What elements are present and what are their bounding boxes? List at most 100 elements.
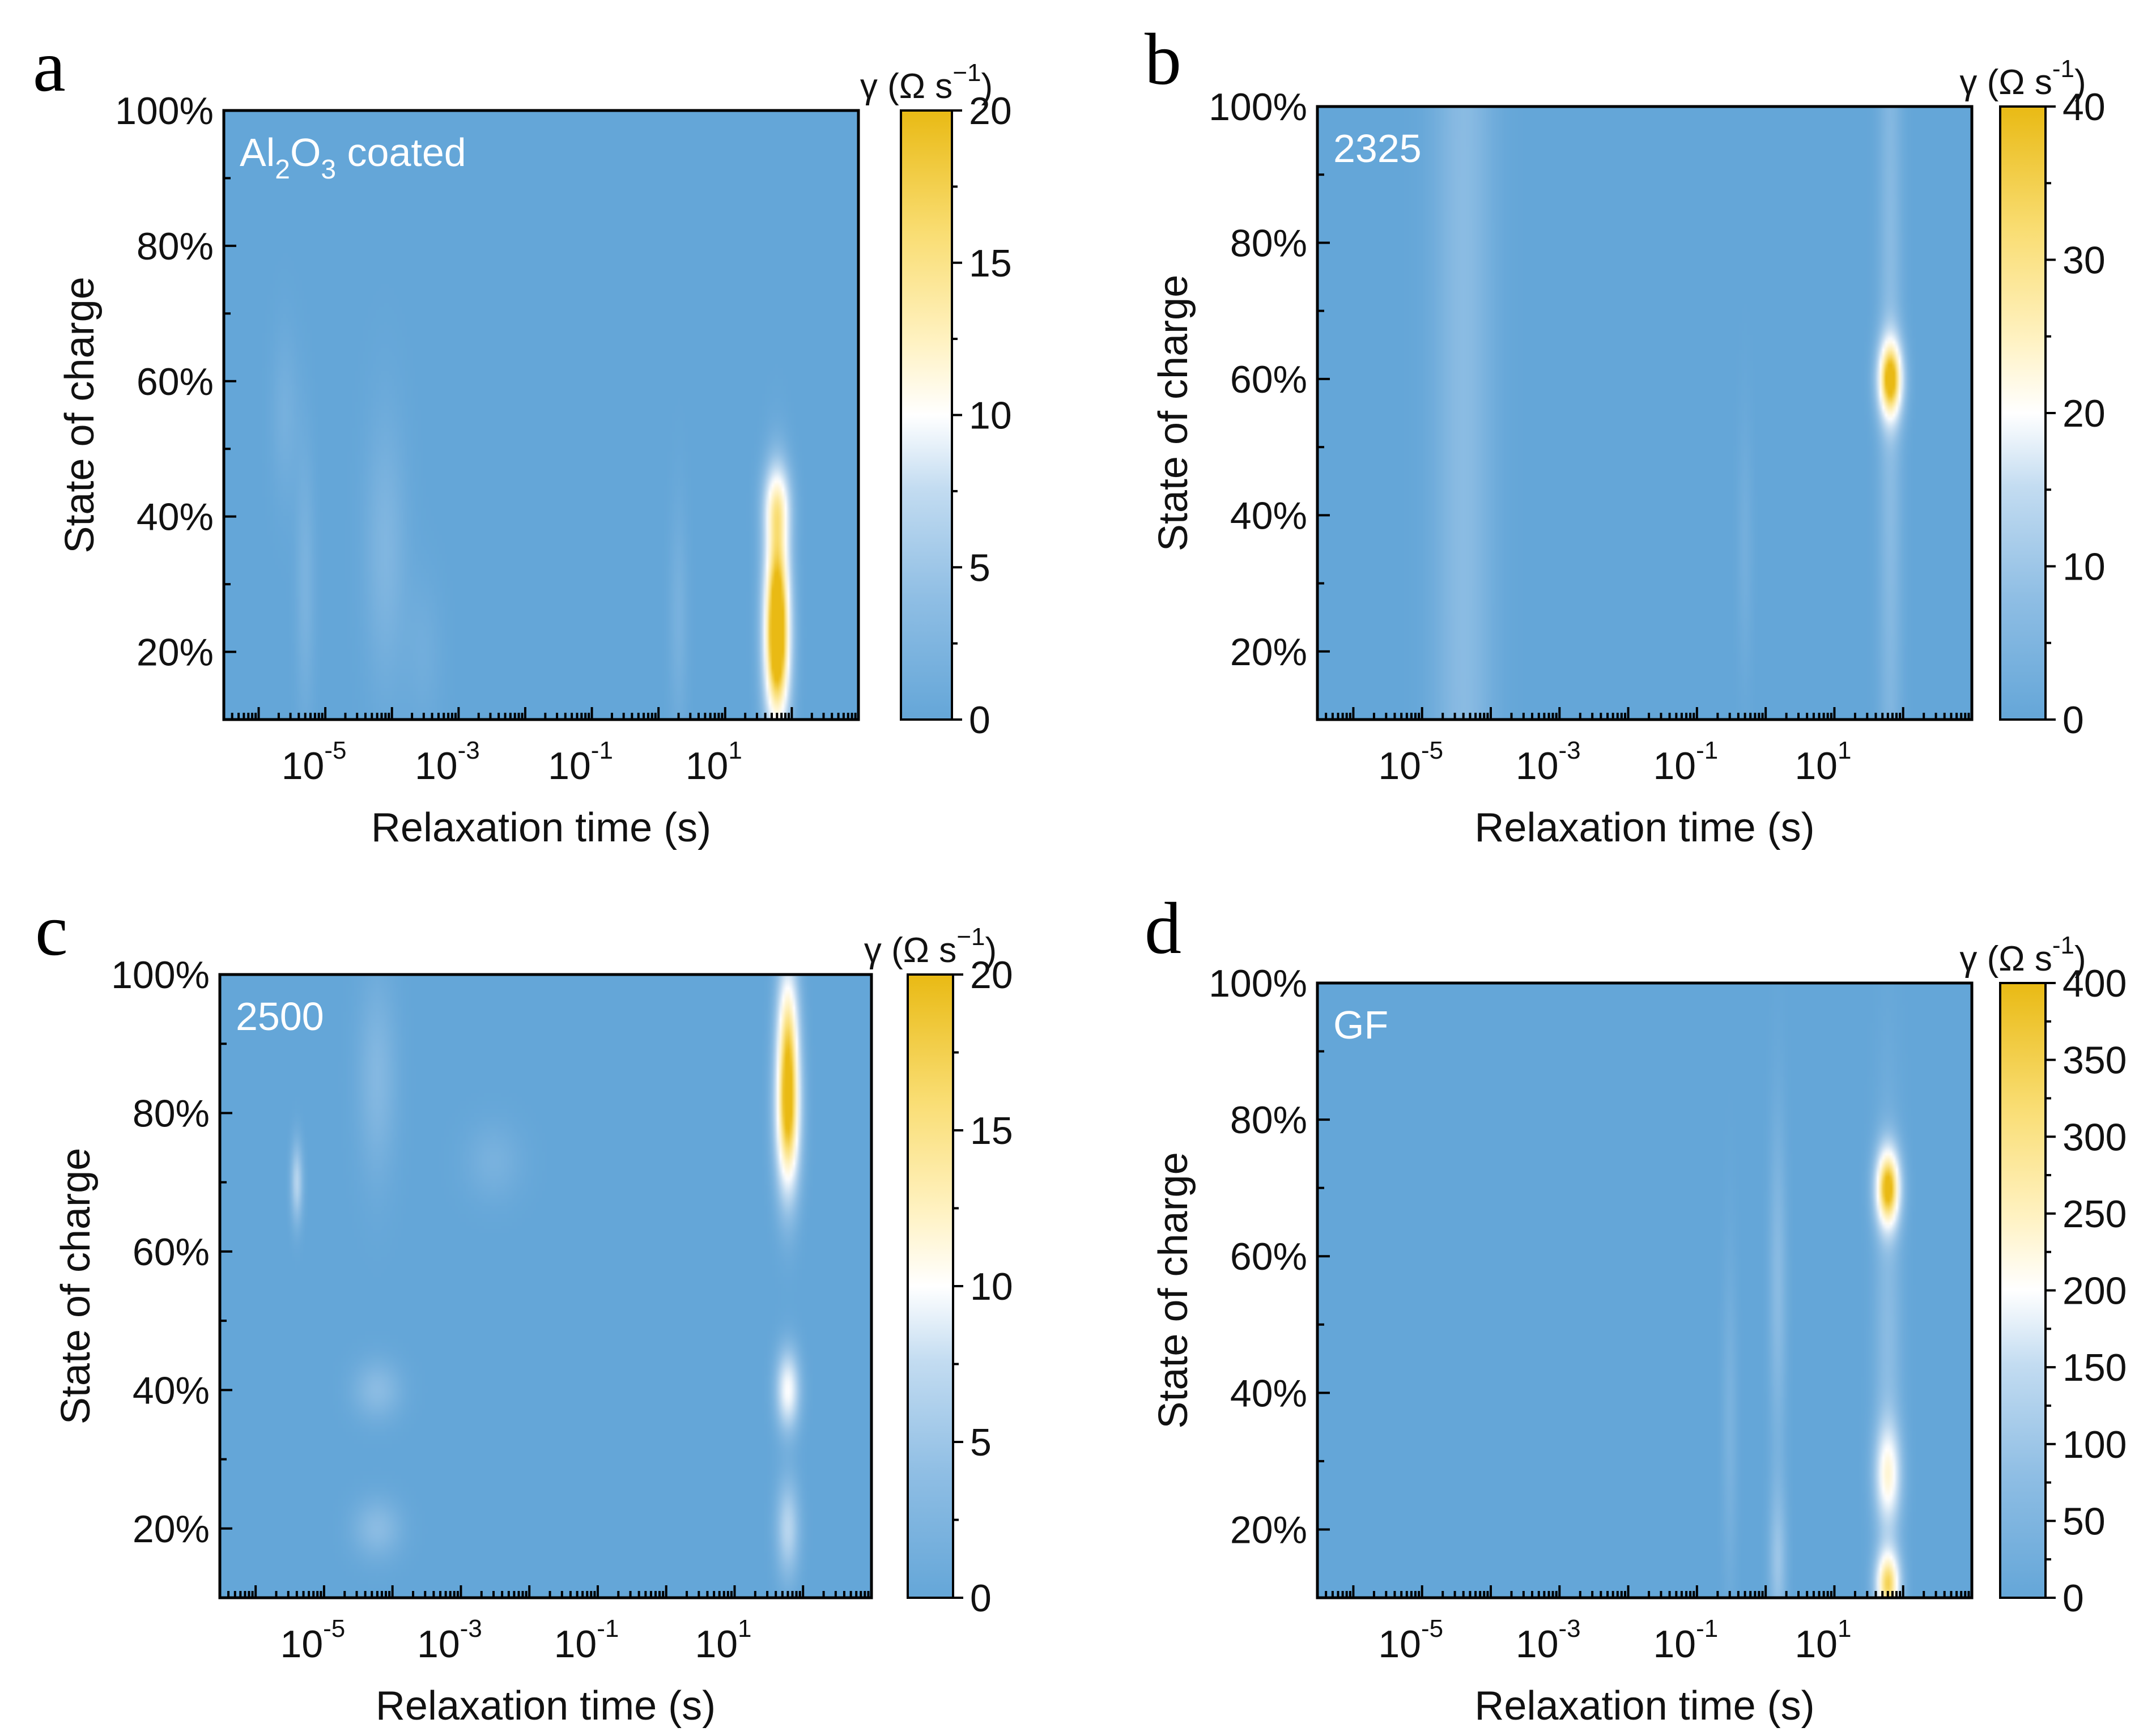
colorbar xyxy=(908,975,953,1598)
plot-frame xyxy=(222,109,860,721)
panel-letter: b xyxy=(1145,19,1181,100)
colorbar xyxy=(2000,983,2046,1598)
colorbar-title: γ (Ω s−1) xyxy=(860,59,993,106)
colorbar-tick-label: 5 xyxy=(969,546,990,589)
x-tick-label: 101 xyxy=(1794,1615,1851,1666)
x-tick-label: 10-3 xyxy=(417,1615,482,1666)
colorbar-tick-label: 10 xyxy=(2063,546,2106,589)
x-axis-title: Relaxation time (s) xyxy=(376,1683,716,1729)
colorbar xyxy=(2000,107,2046,720)
y-tick-label: 20% xyxy=(1230,631,1307,674)
heatmap xyxy=(224,110,858,720)
colorbar-tick-label: 30 xyxy=(2063,239,2106,282)
x-tick-label: 10-5 xyxy=(282,737,347,788)
colorbar-tick-label: 100 xyxy=(2063,1423,2127,1466)
y-axis-title: State of charge xyxy=(1151,1152,1196,1428)
panel-letter: a xyxy=(33,25,66,107)
sample-label-part: 2 xyxy=(275,155,290,185)
panel-letter: d xyxy=(1145,888,1181,969)
x-tick-label: 101 xyxy=(695,1615,751,1666)
y-tick-label: 100% xyxy=(115,90,214,133)
y-tick-label: 20% xyxy=(137,631,214,674)
y-tick-label: 60% xyxy=(137,360,214,403)
y-tick-label: 60% xyxy=(1230,358,1307,401)
y-tick-label: 100% xyxy=(1209,86,1307,129)
y-tick-label: 80% xyxy=(1230,1099,1307,1142)
sample-label: Al2O3 coated xyxy=(240,130,466,185)
sample-label-part: O xyxy=(290,130,321,175)
panel-c: c 2500 10-5 10-3 10-1 101 Relaxation time (s) 2… xyxy=(35,890,1013,1729)
colorbar-title: γ (Ω s-1) xyxy=(1959,55,2086,102)
colorbar-tick-label: 40 xyxy=(2063,86,2106,129)
x-tick-label: 101 xyxy=(1794,737,1851,788)
colorbar-tick-label: 10 xyxy=(970,1265,1013,1308)
x-tick-label: 10-5 xyxy=(280,1615,346,1666)
colorbar-tick-label: 10 xyxy=(969,394,1012,437)
colorbar-tick-label: 20 xyxy=(2063,392,2106,435)
colorbar-tick-label: 20 xyxy=(969,90,1012,133)
x-axis-title: Relaxation time (s) xyxy=(1474,1683,1814,1729)
colorbar-tick-label: 350 xyxy=(2063,1039,2127,1082)
colorbar-tick-label: 150 xyxy=(2063,1346,2127,1389)
y-tick-label: 80% xyxy=(1230,222,1307,265)
heatmap xyxy=(220,975,871,1598)
y-tick-label: 40% xyxy=(137,496,214,539)
x-tick-label: 10-3 xyxy=(1516,737,1581,788)
y-tick-label: 100% xyxy=(111,954,210,997)
sample-label: GF xyxy=(1333,1003,1388,1047)
colorbar-tick-label: 400 xyxy=(2063,962,2127,1005)
y-tick-label: 80% xyxy=(137,225,214,268)
y-tick-label: 40% xyxy=(1230,1372,1307,1415)
sample-label: 2500 xyxy=(236,994,324,1039)
heatmap xyxy=(1317,107,1972,720)
x-tick-label: 10-1 xyxy=(548,737,613,788)
colorbar xyxy=(901,110,952,720)
colorbar-tick-label: 50 xyxy=(2063,1500,2106,1543)
colorbar-tick-label: 20 xyxy=(970,954,1013,997)
y-tick-label: 20% xyxy=(133,1508,210,1551)
x-tick-label: 10-1 xyxy=(1653,1615,1718,1666)
colorbar-tick-label: 0 xyxy=(970,1577,992,1620)
colorbar-tick-label: 0 xyxy=(2063,699,2084,742)
y-tick-label: 100% xyxy=(1209,962,1307,1005)
colorbar-title: γ (Ω s-1) xyxy=(1959,931,2086,978)
colorbar-tick-label: 15 xyxy=(969,242,1012,285)
x-tick-label: 10-5 xyxy=(1378,1615,1443,1666)
y-tick-label: 80% xyxy=(133,1092,210,1135)
colorbar-tick-label: 5 xyxy=(970,1421,992,1464)
x-tick-label: 10-5 xyxy=(1378,737,1443,788)
colorbar-tick-label: 200 xyxy=(2063,1270,2127,1313)
x-tick-label: 10-3 xyxy=(415,737,480,788)
y-axis-title: State of charge xyxy=(53,1148,99,1424)
sample-label: 2325 xyxy=(1333,126,1422,171)
panel-b: b 2325 10-5 10-3 10-1 101 Relaxation time (s) 2… xyxy=(1145,19,2106,850)
colorbar-title: γ (Ω s−1) xyxy=(864,923,997,970)
y-axis-title: State of charge xyxy=(57,276,103,553)
x-axis-title: Relaxation time (s) xyxy=(1474,805,1814,850)
panel-letter: c xyxy=(35,890,68,971)
y-tick-label: 60% xyxy=(1230,1235,1307,1278)
x-tick-label: 10-1 xyxy=(554,1615,619,1666)
panels: a Al2O3 coated 10-5 10-3 10-1 101 Relaxation t… xyxy=(33,19,2127,1729)
y-tick-label: 20% xyxy=(1230,1508,1307,1551)
x-tick-label: 10-1 xyxy=(1653,737,1718,788)
plot-frame xyxy=(1316,981,1974,1599)
y-axis-title: State of charge xyxy=(1151,275,1196,551)
y-tick-label: 40% xyxy=(1230,494,1307,537)
x-axis-title: Relaxation time (s) xyxy=(371,805,711,850)
x-tick-label: 10-3 xyxy=(1516,1615,1581,1666)
plot-frame xyxy=(218,973,873,1599)
panel-d: d GF 10-5 10-3 10-1 101 Relaxation time (s) 20%… xyxy=(1145,888,2127,1729)
sample-label-part: Al xyxy=(240,130,275,175)
sample-label-part: coated xyxy=(336,130,466,175)
y-tick-label: 40% xyxy=(133,1369,210,1412)
colorbar-tick-label: 0 xyxy=(969,699,990,742)
colorbar-tick-label: 250 xyxy=(2063,1193,2127,1236)
y-tick-label: 60% xyxy=(133,1231,210,1274)
plot-frame xyxy=(1316,105,1974,721)
colorbar-tick-label: 15 xyxy=(970,1109,1013,1152)
colorbar-tick-label: 300 xyxy=(2063,1116,2127,1159)
panel-a: a Al2O3 coated 10-5 10-3 10-1 101 Relaxation t… xyxy=(33,25,1012,850)
colorbar-tick-label: 0 xyxy=(2063,1577,2084,1620)
